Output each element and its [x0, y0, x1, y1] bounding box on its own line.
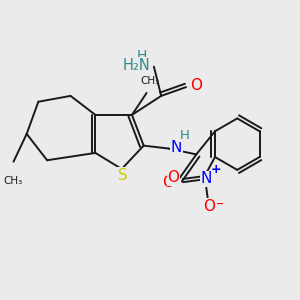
Text: S: S: [118, 168, 128, 183]
Text: +: +: [211, 163, 221, 176]
Text: O: O: [203, 199, 215, 214]
Text: H: H: [137, 49, 147, 62]
Text: O: O: [190, 78, 202, 93]
Text: H: H: [180, 129, 190, 142]
Text: N: N: [200, 172, 212, 187]
Text: O: O: [163, 175, 175, 190]
Text: CH₃: CH₃: [140, 76, 159, 86]
Text: N: N: [171, 140, 182, 154]
Text: CH₃: CH₃: [4, 176, 23, 186]
Text: ⁻: ⁻: [216, 200, 224, 215]
Text: O: O: [167, 170, 179, 185]
Text: H₂N: H₂N: [123, 58, 150, 73]
